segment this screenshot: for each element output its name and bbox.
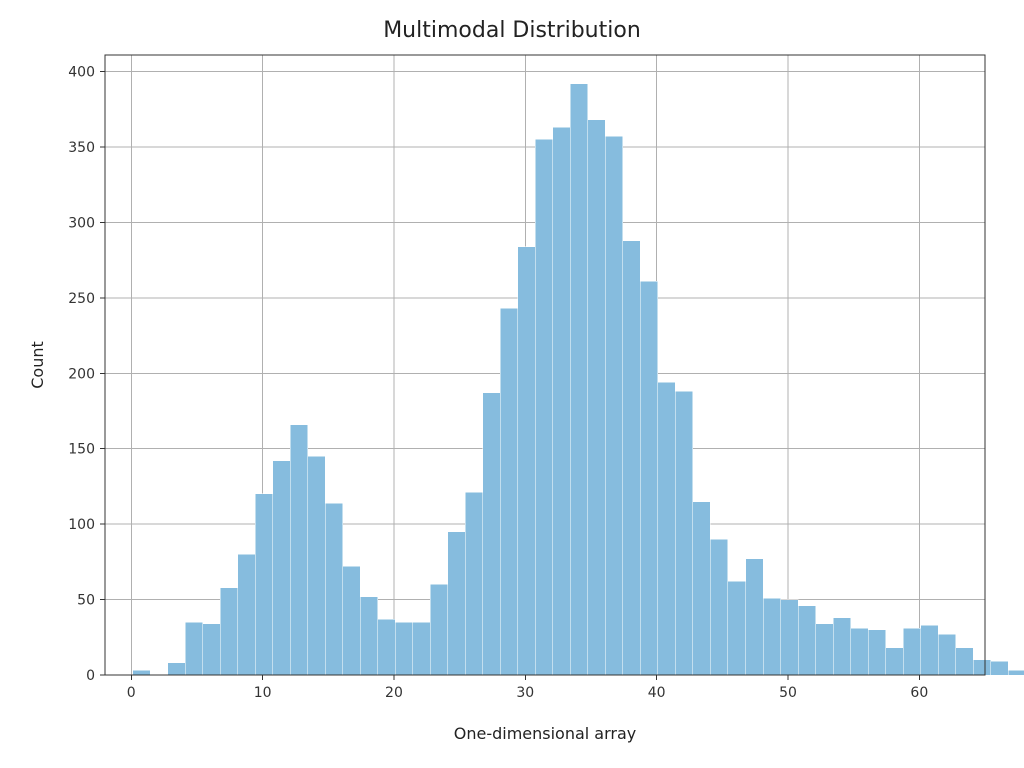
x-tick-label: 0 bbox=[127, 685, 136, 701]
y-tick-label: 200 bbox=[68, 366, 95, 382]
histogram-bar bbox=[746, 559, 764, 675]
histogram-bar bbox=[623, 241, 641, 675]
histogram-bar bbox=[921, 625, 939, 675]
x-axis-label: One-dimensional array bbox=[105, 724, 985, 743]
histogram-bar bbox=[500, 308, 518, 675]
y-tick-label: 0 bbox=[86, 668, 95, 684]
histogram-bar bbox=[395, 622, 413, 675]
histogram-bar bbox=[973, 660, 991, 675]
y-tick-label: 400 bbox=[68, 65, 95, 81]
histogram-bar bbox=[448, 532, 466, 675]
histogram-bar bbox=[238, 554, 256, 675]
histogram-bar bbox=[833, 618, 851, 675]
histogram-bar bbox=[220, 588, 238, 675]
x-tick-label: 40 bbox=[648, 685, 666, 701]
histogram-bar bbox=[938, 634, 956, 675]
histogram-bar bbox=[710, 539, 728, 675]
histogram-bar bbox=[255, 494, 273, 675]
histogram-bar bbox=[325, 503, 343, 675]
x-tick-label: 10 bbox=[254, 685, 272, 701]
y-axis-label: Count bbox=[28, 55, 47, 675]
histogram-bar bbox=[378, 619, 396, 675]
histogram-bar bbox=[956, 648, 974, 675]
x-tick-label: 60 bbox=[910, 685, 928, 701]
histogram-bar bbox=[868, 630, 886, 675]
histogram-bar bbox=[273, 461, 291, 675]
y-tick-label: 50 bbox=[77, 593, 95, 609]
histogram-bar bbox=[203, 624, 221, 675]
histogram-bar bbox=[360, 597, 378, 675]
histogram-bar bbox=[658, 382, 676, 675]
histogram-bar bbox=[343, 566, 361, 675]
histogram-bar bbox=[763, 598, 781, 675]
y-tick-label: 250 bbox=[68, 291, 95, 307]
histogram-bar bbox=[570, 84, 588, 675]
histogram-bar bbox=[886, 648, 904, 675]
histogram-bar bbox=[535, 139, 553, 675]
chart-svg: 0 10 20 30 40 50 60 0 50 100 150 200 250 300 350 400 bbox=[0, 0, 1024, 768]
histogram-bar bbox=[991, 661, 1009, 675]
histogram-bar bbox=[588, 120, 606, 675]
y-tick-label: 300 bbox=[68, 215, 95, 231]
y-tick-label: 100 bbox=[68, 517, 95, 533]
histogram-bar bbox=[290, 425, 308, 675]
histogram-bar bbox=[168, 663, 186, 675]
x-tick-label: 20 bbox=[385, 685, 403, 701]
histogram-bar bbox=[185, 622, 203, 675]
histogram-bar bbox=[728, 581, 746, 675]
histogram-bar bbox=[553, 127, 571, 675]
histogram-bar bbox=[133, 670, 151, 675]
x-tick-label: 30 bbox=[516, 685, 534, 701]
y-tick-label: 350 bbox=[68, 140, 95, 156]
histogram-bar bbox=[816, 624, 834, 675]
histogram-bar bbox=[693, 502, 711, 675]
figure: Multimodal Distribution 0102030405060050… bbox=[0, 0, 1024, 768]
histogram-bar bbox=[781, 600, 799, 675]
histogram-bar bbox=[430, 584, 448, 675]
histogram-bar bbox=[675, 391, 693, 675]
histogram-bar bbox=[465, 492, 483, 675]
histogram-bar bbox=[605, 136, 623, 675]
histogram-bar bbox=[483, 393, 501, 675]
y-tick-label: 150 bbox=[68, 442, 95, 458]
histogram-bar bbox=[903, 628, 921, 675]
x-tick-label: 50 bbox=[779, 685, 797, 701]
histogram-bar bbox=[640, 281, 658, 675]
histogram-bar bbox=[798, 606, 816, 675]
histogram-bar bbox=[1008, 670, 1024, 675]
histogram-bar bbox=[413, 622, 431, 675]
histogram-bar bbox=[518, 247, 536, 675]
histogram-bar bbox=[851, 628, 869, 675]
histogram-bar bbox=[308, 456, 326, 675]
